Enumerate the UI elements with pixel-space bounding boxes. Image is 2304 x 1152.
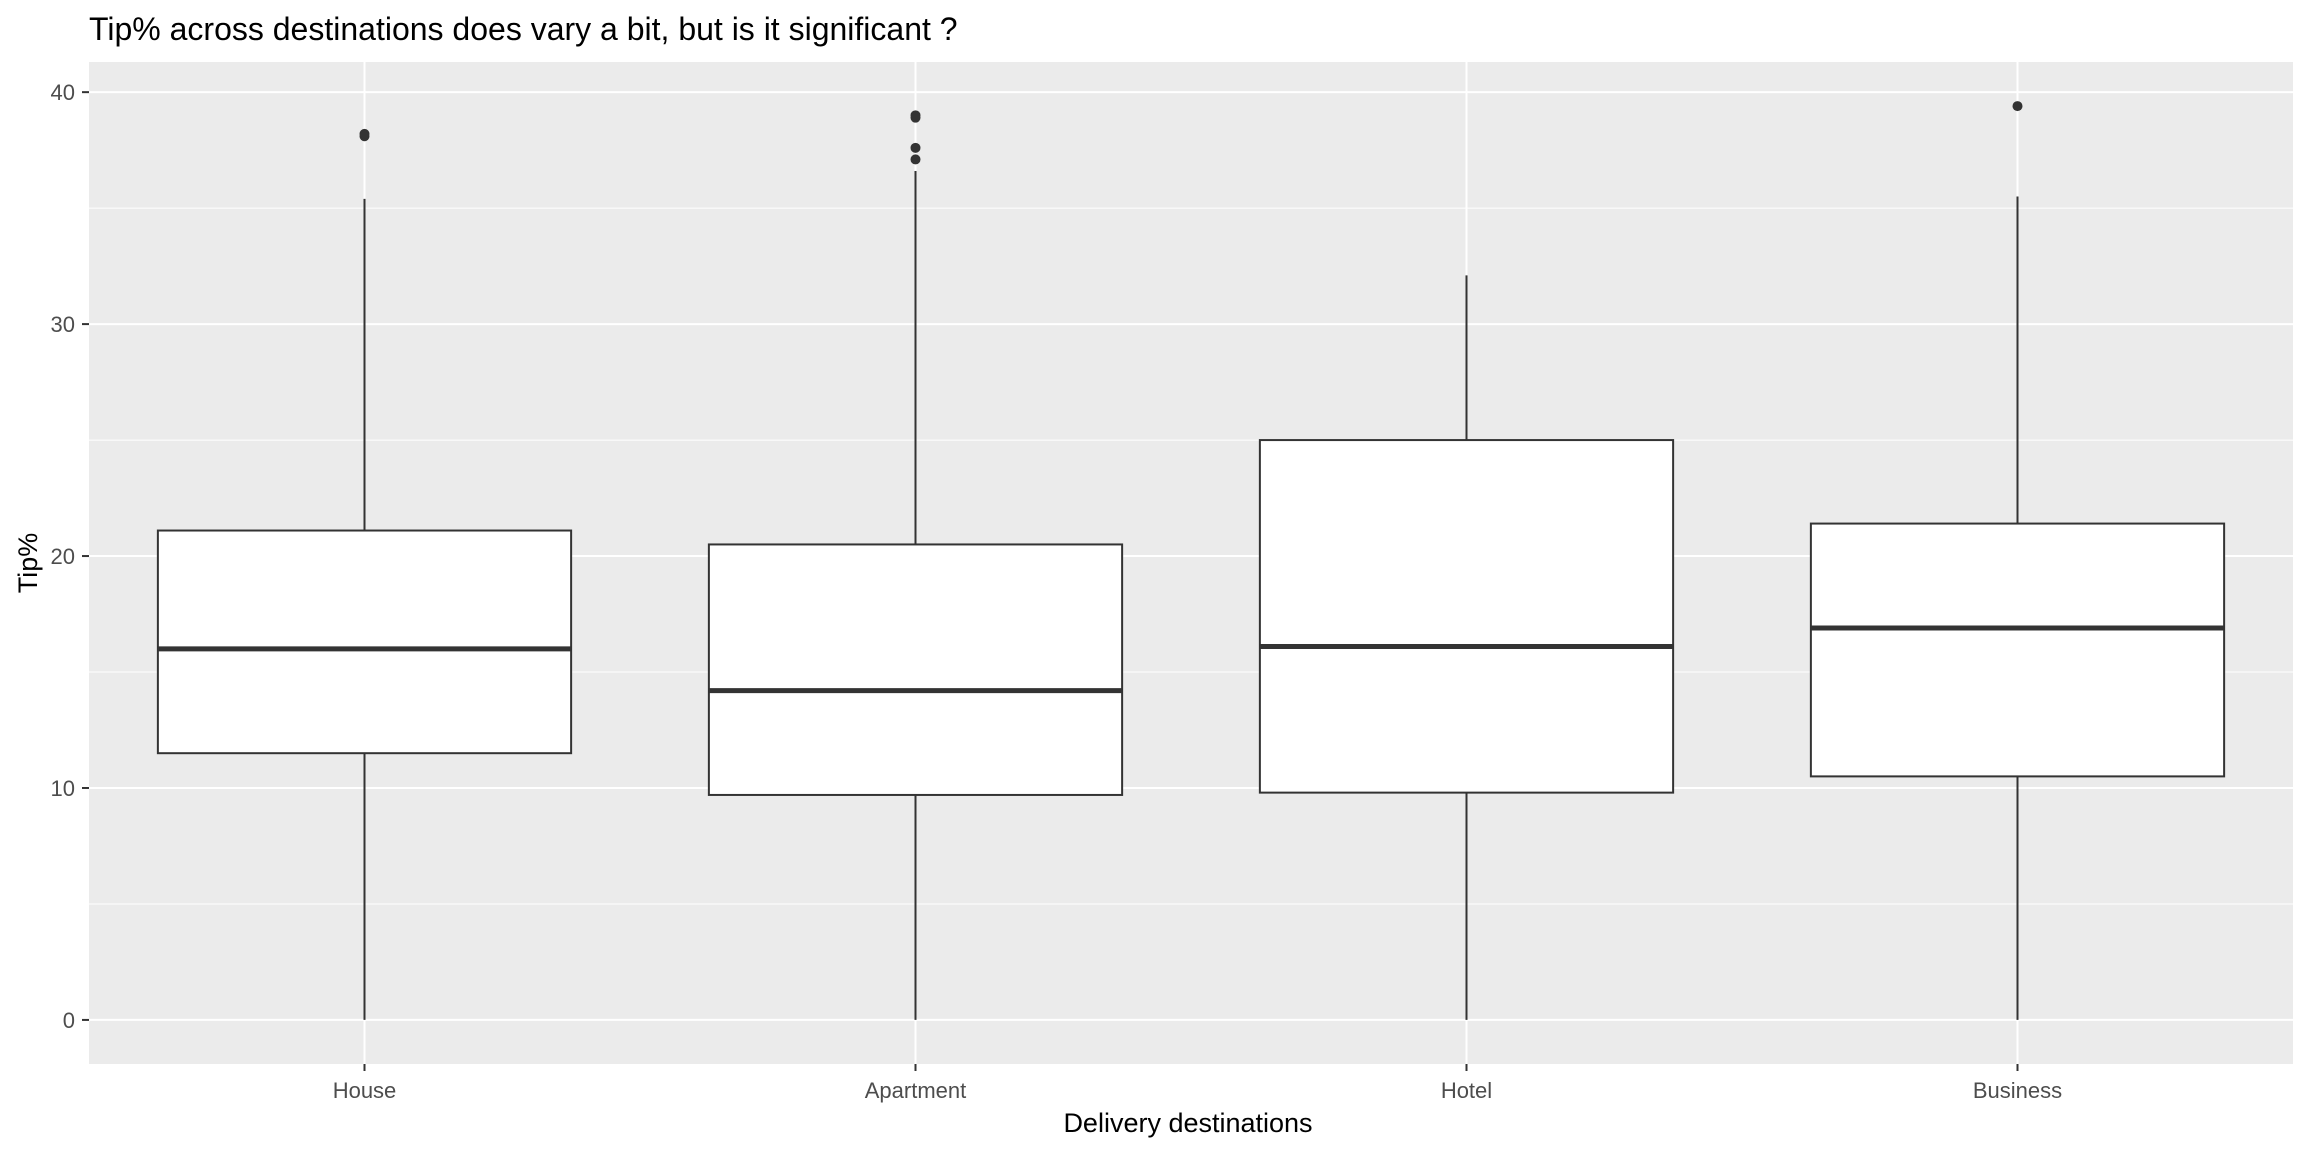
y-tick-label: 0 [63,1008,75,1033]
box-hotel [1258,275,1675,1020]
outlier-point [359,128,370,139]
iqr-box [156,529,573,755]
outlier-point [2012,101,2023,112]
x-tick-label: House [333,1078,397,1103]
outlier-point [910,110,921,121]
x-tick-label: Apartment [865,1078,967,1103]
y-tick-label: 40 [51,80,75,105]
iqr-box [707,543,1124,796]
box-business [1809,101,2226,1020]
chart-title: Tip% across destinations does vary a bit… [89,11,958,47]
y-axis-title: Tip% [13,533,43,594]
y-tick-label: 20 [51,544,75,569]
x-tick-label: Hotel [1441,1078,1492,1103]
boxes [156,101,2226,1020]
outlier-point [910,154,921,165]
outlier-point [910,142,921,153]
x-axis: House Apartment Hotel Business [333,1064,2062,1103]
x-axis-title: Delivery destinations [1063,1108,1312,1138]
iqr-box [1258,439,1675,794]
box-apartment [707,110,1124,1020]
y-tick-label: 30 [51,312,75,337]
y-tick-label: 10 [51,776,75,801]
x-tick-label: Business [1973,1078,2062,1103]
iqr-box [1809,522,2226,778]
box-house [156,128,573,1020]
y-axis: 0 10 20 30 40 [51,80,89,1033]
